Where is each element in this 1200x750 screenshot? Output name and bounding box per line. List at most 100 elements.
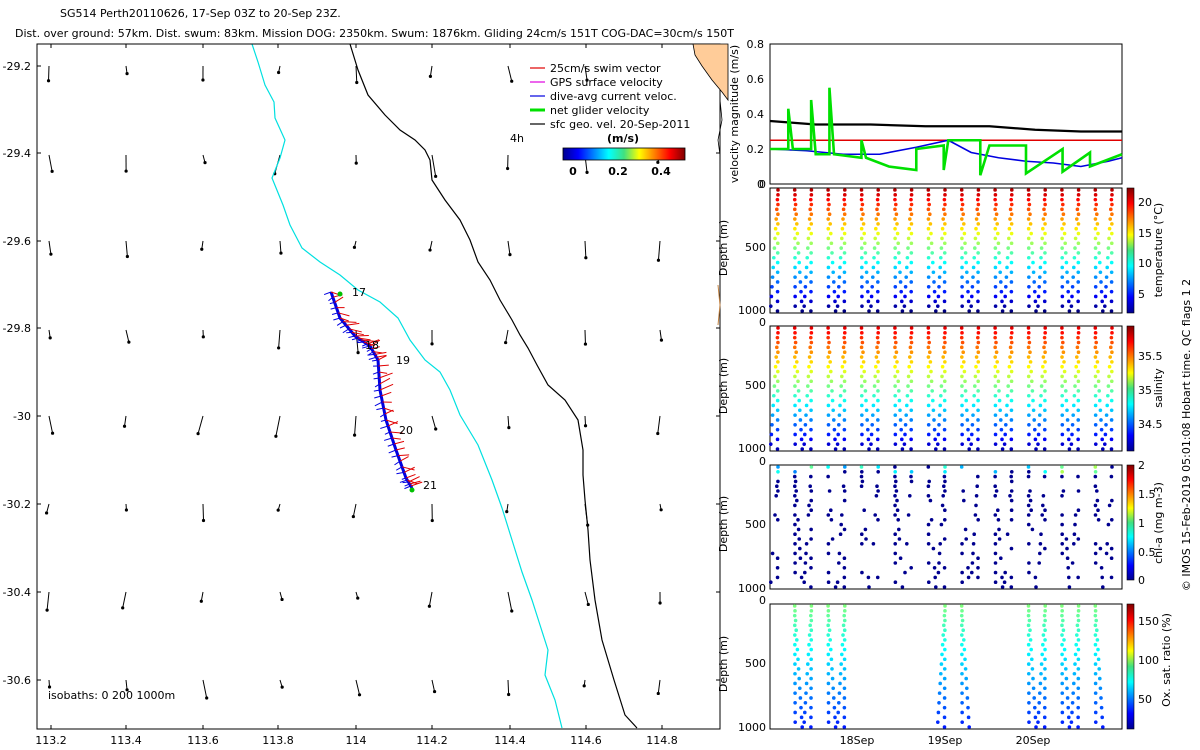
surface-velocity-arrow	[48, 154, 53, 172]
section-data-point	[962, 231, 967, 236]
section-data-point	[865, 280, 869, 284]
section-data-point	[960, 691, 964, 695]
surface-velocity-arrow	[584, 240, 587, 258]
section-data-point	[1026, 642, 1031, 647]
section-data-point	[942, 537, 947, 541]
swim-vector	[399, 456, 409, 462]
section-data-point	[965, 280, 970, 284]
section-data-point	[860, 304, 864, 308]
section-data-point	[903, 423, 908, 427]
section-data-point	[799, 705, 803, 710]
section-data-point	[803, 294, 807, 299]
section-data-point	[862, 508, 866, 512]
section-data-point	[1076, 613, 1080, 618]
section-data-point	[1076, 335, 1080, 340]
section-data-point	[1002, 580, 1007, 584]
section-data-point	[842, 427, 847, 432]
section-data-point	[1109, 437, 1114, 442]
section-data-point	[1076, 725, 1080, 729]
oxsat-cbar-50: 50	[1138, 693, 1152, 706]
section-data-point	[993, 570, 998, 575]
section-data-point	[1006, 384, 1010, 388]
section-data-point	[1064, 537, 1069, 541]
surface-velocity-arrowhead	[352, 245, 357, 249]
section-data-point	[1060, 364, 1064, 369]
section-data-point	[976, 326, 981, 330]
section-data-point	[871, 265, 876, 270]
section-data-point	[1026, 633, 1031, 637]
section-data-point	[809, 418, 813, 422]
surface-velocity-arrow	[125, 240, 128, 257]
section-data-point	[893, 265, 898, 270]
section-data-point	[970, 561, 975, 565]
section-data-point	[809, 299, 813, 304]
section-data-point	[1062, 638, 1066, 642]
legend-scale-label: 4h	[510, 132, 524, 145]
section-data-point	[959, 623, 964, 628]
oxsat-cbar-label: Ox. sat. ratio (%)	[1160, 613, 1173, 707]
section-data-point	[773, 226, 778, 231]
section-data-point	[1005, 393, 1010, 398]
section-data-point	[826, 580, 831, 584]
surface-velocity-arrowhead	[46, 79, 51, 83]
section-data-point	[809, 556, 813, 560]
salinity-ytick-0: 0	[759, 316, 766, 329]
section-data-point	[974, 503, 978, 508]
section-data-point	[769, 442, 773, 446]
velocity-frame	[769, 43, 1123, 185]
section-data-point	[1063, 241, 1067, 246]
salinity-section-frame	[769, 325, 1123, 452]
section-data-point	[842, 696, 847, 700]
section-data-point	[943, 340, 947, 345]
section-data-point	[772, 246, 777, 250]
section-data-point	[864, 260, 868, 265]
section-data-point	[1043, 379, 1047, 384]
section-data-point	[863, 241, 867, 246]
section-data-point	[960, 720, 964, 724]
section-data-point	[1061, 489, 1066, 493]
section-data-point	[1042, 613, 1047, 618]
section-data-point	[793, 532, 797, 536]
section-data-point	[1093, 246, 1098, 250]
surface-velocity-arrowhead	[127, 340, 131, 344]
section-data-point	[960, 246, 964, 250]
section-data-point	[1065, 270, 1069, 275]
section-data-point	[1043, 331, 1047, 335]
section-data-point	[1027, 570, 1031, 575]
temperature-cbar-10: 10	[1138, 257, 1152, 270]
section-data-point	[972, 532, 976, 536]
section-data-point	[1100, 715, 1104, 720]
section-data-point	[994, 212, 999, 216]
section-data-point	[876, 389, 880, 393]
section-data-point	[793, 304, 797, 308]
swim-vector	[371, 346, 380, 350]
section-data-point	[776, 222, 780, 226]
section-data-point	[1037, 285, 1041, 289]
section-data-point	[1099, 696, 1103, 700]
section-data-point	[1105, 265, 1109, 270]
section-data-point	[1040, 374, 1044, 379]
section-data-point	[1060, 374, 1064, 379]
section-data-point	[836, 710, 840, 715]
section-data-point	[1004, 413, 1009, 417]
section-data-point	[866, 299, 871, 304]
section-data-point	[775, 207, 779, 212]
section-data-point	[905, 255, 910, 260]
section-data-point	[1065, 418, 1070, 422]
track-label-20: 20	[399, 424, 413, 437]
section-data-point	[773, 513, 777, 517]
section-data-point	[1076, 696, 1081, 700]
dive-avg-vector	[380, 419, 387, 422]
section-data-point	[864, 398, 868, 403]
section-data-point	[1110, 369, 1114, 374]
section-data-point	[976, 447, 980, 451]
section-data-point	[770, 275, 775, 279]
salinity-cbar-35: 35	[1138, 384, 1152, 397]
section-data-point	[1029, 369, 1033, 374]
section-data-point	[829, 241, 834, 246]
section-data-point	[793, 561, 797, 565]
section-data-point	[1026, 197, 1031, 202]
section-data-point	[797, 260, 801, 265]
chla-ytick-500: 500	[745, 518, 766, 531]
section-data-point	[960, 662, 964, 666]
